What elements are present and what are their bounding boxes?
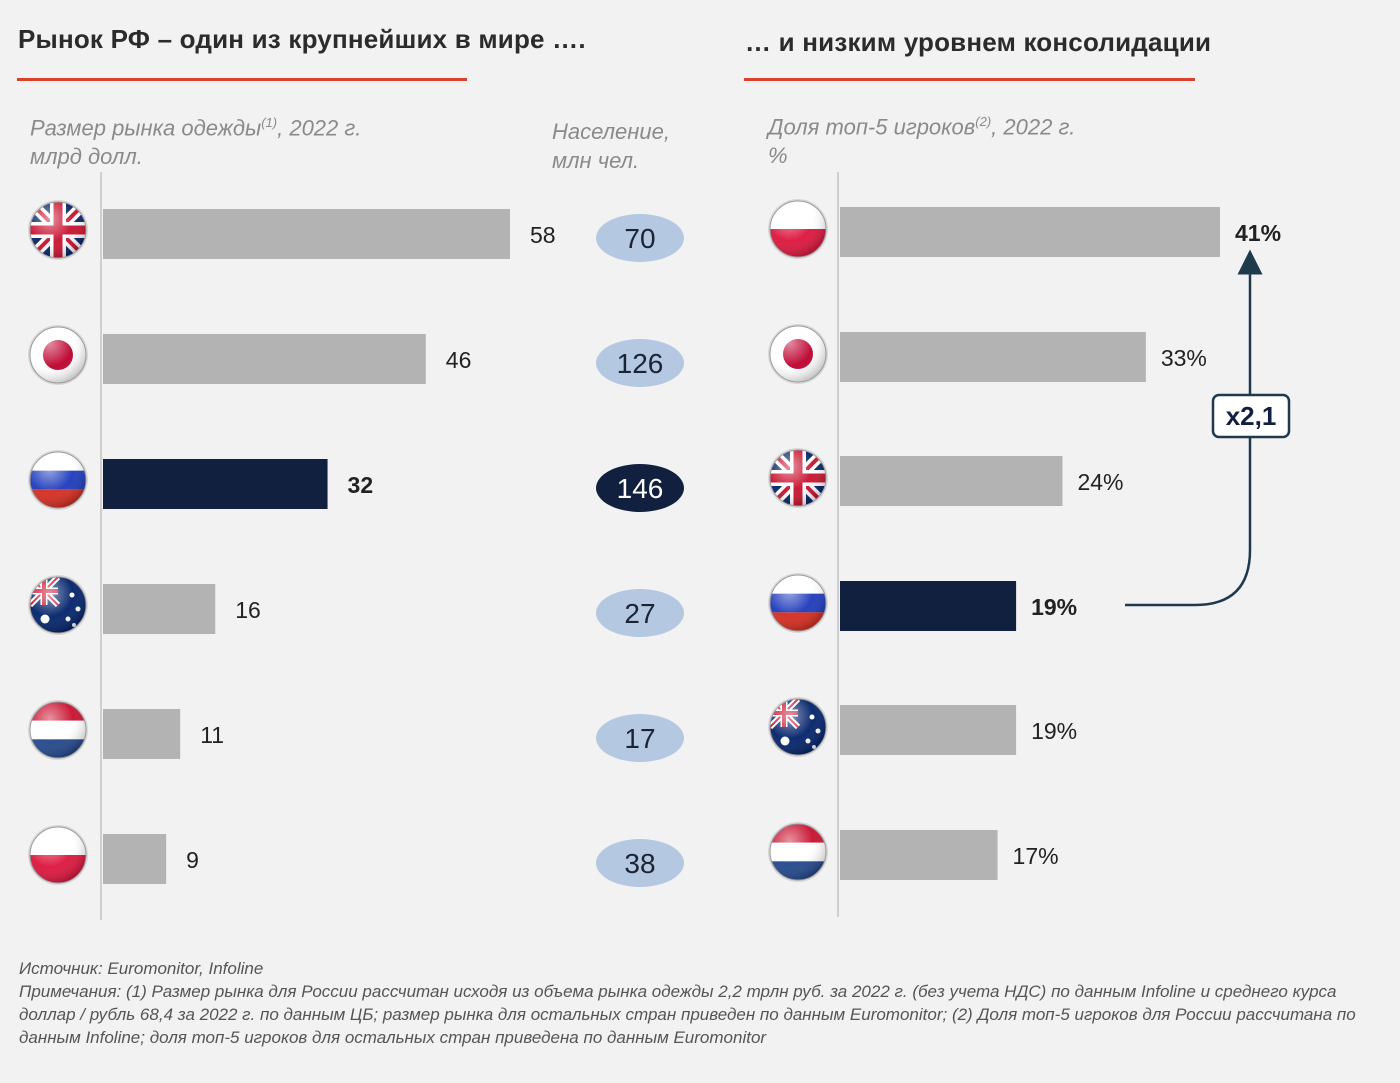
right-bar-value-label: 19%: [1031, 594, 1077, 620]
population-value-label: 70: [624, 223, 655, 254]
multiplier-label: x2,1: [1226, 401, 1277, 431]
population-pill: [596, 464, 684, 512]
right-bar: [840, 581, 1017, 631]
multiplier-arrow: [1125, 249, 1263, 607]
charts-canvas: 58 46 32 16 11 9 70 126 146 27 17 38 41% 33% 24% 19% 1…: [28, 172, 1291, 920]
netherlands-flag-icon: [768, 822, 828, 882]
poland-flag-icon: [768, 199, 828, 259]
left-title-underline: [17, 78, 467, 81]
left-subtitle-unit: млрд долл.: [30, 144, 143, 170]
population-value-label: 27: [624, 598, 655, 629]
left-subtitle-footnote: (1): [261, 115, 278, 130]
multiplier-box: [1211, 393, 1291, 439]
right-bar-value-label: 24%: [1077, 469, 1123, 495]
right-subtitle: Доля топ-5 игроков(2), 2022 г. %: [768, 107, 1075, 170]
multiplier-annotation: x2,1: [1125, 249, 1291, 607]
left-bar-value-label: 11: [200, 722, 224, 748]
japan-flag-icon: [768, 324, 828, 384]
population-label-line2: млн чел.: [552, 148, 640, 173]
left-subtitle-year: , 2022 г.: [277, 115, 362, 141]
australia-flag-icon: [28, 575, 88, 635]
right-subtitle-year: , 2022 г.: [991, 114, 1076, 140]
right-subtitle-unit: %: [768, 143, 788, 169]
right-title-underline: [744, 78, 1195, 81]
left-bar: [103, 584, 216, 634]
australia-flag-icon: [768, 697, 828, 757]
population-pill: [596, 589, 684, 637]
right-bar-chart: 41% 33% 24% 19% 19% 17%: [768, 199, 1281, 882]
left-bar: [103, 209, 510, 259]
left-bar: [103, 834, 167, 884]
russia-flag-icon: [768, 573, 828, 633]
right-subtitle-text: Доля топ-5 игроков: [768, 114, 976, 140]
left-subtitle: Размер рынка одежды(1), 2022 г. млрд дол…: [30, 108, 361, 171]
left-bar-value-label: 32: [348, 472, 374, 498]
right-bar: [840, 456, 1063, 506]
japan-flag-icon: [28, 325, 88, 385]
left-bar-value-label: 58: [530, 222, 556, 248]
left-bar-value-label: 46: [446, 347, 472, 373]
russia-flag-icon: [28, 450, 88, 510]
uk-flag-icon: [768, 448, 828, 508]
population-value-label: 38: [624, 848, 655, 879]
uk-flag-icon: [28, 200, 88, 260]
left-bar-value-label: 16: [235, 597, 261, 623]
right-bar: [840, 207, 1220, 257]
left-subtitle-text: Размер рынка одежды: [30, 115, 262, 141]
right-bar-value-label: 41%: [1235, 220, 1281, 246]
left-bar-value-label: 9: [186, 847, 199, 873]
population-pill: [596, 839, 684, 887]
right-bar-value-label: 19%: [1031, 718, 1077, 744]
left-bar: [103, 334, 426, 384]
population-label-line1: Население,: [552, 119, 670, 144]
right-bar: [840, 332, 1146, 382]
population-value-label: 146: [617, 473, 664, 504]
left-title: Рынок РФ – один из крупнейших в мире ….: [18, 24, 586, 54]
population-value-label: 17: [624, 723, 655, 754]
left-bar-chart: 58 46 32 16 11 9: [28, 200, 556, 885]
population-pill: [596, 214, 684, 262]
right-bar-value-label: 17%: [1013, 843, 1059, 869]
left-bar: [103, 709, 181, 759]
population-pill: [596, 339, 684, 387]
right-subtitle-footnote: (2): [975, 114, 992, 129]
poland-flag-icon: [28, 825, 88, 885]
right-bar-value-label: 33%: [1161, 345, 1207, 371]
footer: Источник: Euromonitor, Infoline Примечан…: [19, 957, 1364, 1049]
right-bar: [840, 705, 1017, 755]
population-value-label: 126: [617, 348, 664, 379]
footer-source: Источник: Euromonitor, Infoline: [19, 959, 264, 978]
footer-notes: Примечания: (1) Размер рынка для России …: [19, 982, 1356, 1047]
population-pills: 70 126 146 27 17 38: [596, 214, 684, 887]
right-bar: [840, 830, 998, 880]
netherlands-flag-icon: [28, 700, 88, 760]
population-pill: [596, 714, 684, 762]
population-label: Население, млн чел.: [552, 117, 670, 175]
right-title: … и низким уровнем консолидации: [745, 27, 1212, 57]
left-bar: [103, 459, 328, 509]
